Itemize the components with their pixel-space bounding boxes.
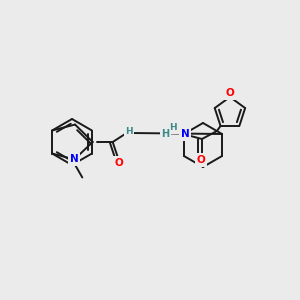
Text: H: H	[169, 124, 177, 133]
Text: N: N	[70, 154, 79, 164]
Text: O: O	[226, 88, 234, 98]
Text: N: N	[181, 129, 189, 139]
Text: H: H	[161, 129, 169, 139]
Text: H: H	[125, 128, 133, 136]
Text: O: O	[114, 158, 123, 168]
Text: O: O	[196, 155, 205, 165]
